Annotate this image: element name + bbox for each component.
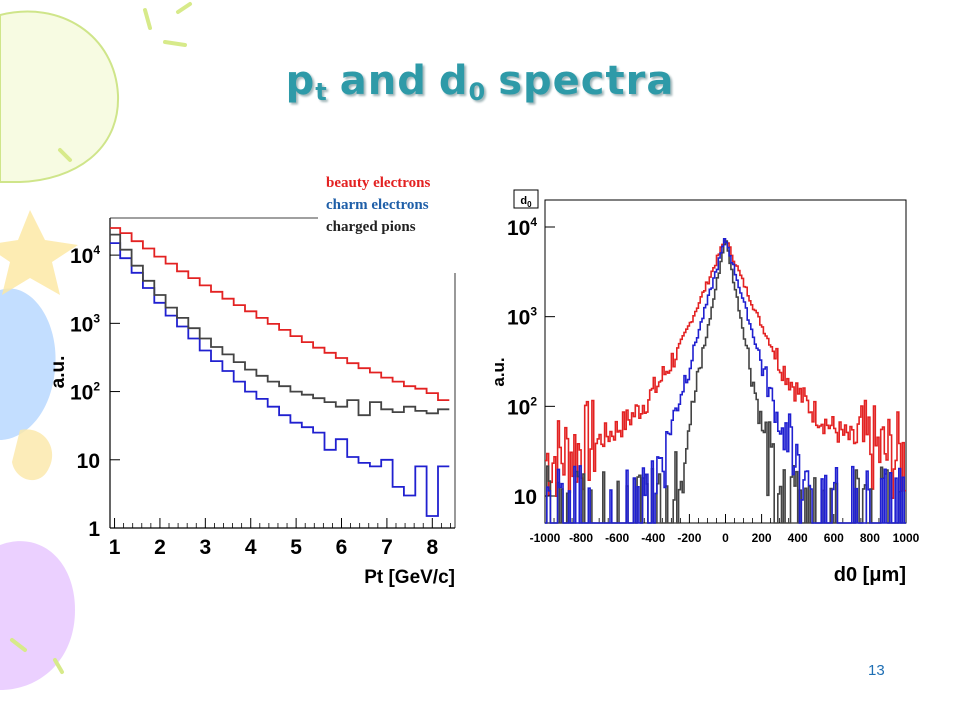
pt-y-tick-label: 1 [88,518,100,541]
d0-x-tick-label: -200 [677,531,701,545]
d0-series-beauty [545,239,906,499]
pt-series-charm [110,242,450,517]
d0-x-tick-label: 1000 [893,531,920,545]
pt-x-tick-label: 6 [336,536,348,559]
pt-y-tick-label: 10 [77,450,100,473]
pt-series-beauty [110,227,450,401]
legend-beauty: beauty electrons [326,175,431,191]
d0-stat-box [513,189,539,209]
pt-x-tick-label: 1 [109,536,121,559]
legend-charm: charm electrons [326,197,429,213]
d0-x-tick-label: 600 [824,531,844,545]
d0-x-tick-label: -1000 [530,531,561,545]
page-number: 13 [868,662,885,679]
pt-x-tick-label: 5 [290,536,302,559]
d0-x-tick-label: -400 [641,531,665,545]
pt-x-tick-label: 2 [154,536,166,559]
pt-x-tick-label: 8 [426,536,438,559]
d0-x-tick-label: 0 [722,531,729,545]
page-title: pt and d0 spectra [285,58,675,106]
d0-y-tick-label: 103 [507,305,537,330]
d0-y-tick-label: 102 [507,394,537,419]
pt-x-tick-label: 4 [245,536,257,559]
d0-y-tick-label: 104 [507,215,537,240]
pt-x-tick-label: 3 [199,536,211,559]
pt-x-tick-label: 7 [381,536,393,559]
decor-star-left [0,210,78,295]
d0-y-tick-label: 10 [514,486,537,509]
d0-x-tick-label: -600 [605,531,629,545]
d0-x-tick-label: 800 [860,531,880,545]
legend-pions: charged pions [326,219,416,235]
d0-series-charm [545,238,906,524]
pt-series-pions [110,233,450,417]
pt-y-axis-title: a.u. [48,356,69,389]
decor-balloon-left [0,10,120,690]
d0-x-tick-label: 200 [752,531,772,545]
legend: beauty electrons charm electrons charged… [318,170,486,242]
d0-stat-box-label: d0 [520,195,532,209]
d0-x-tick-label: -800 [569,531,593,545]
decor-rays [10,2,192,674]
d0-x-axis-title: d0 [μm] [834,564,906,586]
d0-x-tick-label: 400 [788,531,808,545]
pt-x-axis-title: Pt [GeV/c] [364,567,455,588]
d0-y-axis-title: a.u. [489,357,508,386]
